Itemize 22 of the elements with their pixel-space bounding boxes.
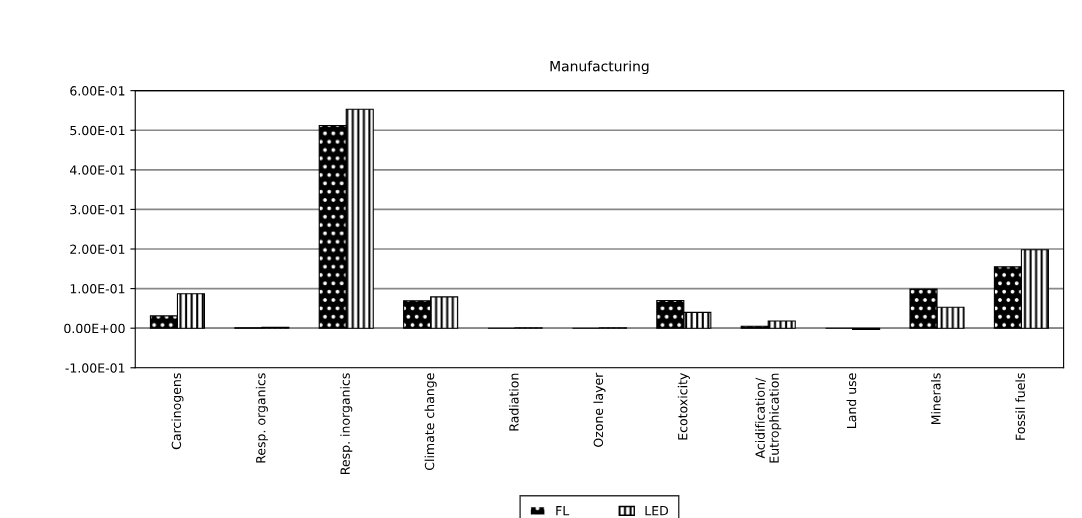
chart-title: Manufacturing: [550, 60, 649, 75]
x-tick-label: Resp. inorganics: [340, 373, 353, 474]
legend-label: FL: [556, 506, 570, 516]
y-tick-label: 4.00E-01: [69, 165, 125, 175]
x-tick-label: Carcinogens: [171, 373, 184, 450]
x-tick-label: Acidification/ Eutrophication: [755, 373, 782, 463]
x-tick-label: Ecotoxicity: [677, 373, 690, 440]
y-tick-label: 5.00E-01: [70, 125, 125, 136]
x-tick-label: Ozone layer: [593, 372, 606, 447]
x-tick-label: Climate change: [424, 373, 437, 471]
x-tick-label: Resp. organics: [255, 373, 268, 463]
x-tick-label: Minerals: [930, 373, 941, 425]
y-tick-label: 3.00E-01: [70, 204, 125, 215]
y-tick-label: 2.00E-01: [70, 244, 125, 254]
y-tick-label: 1.00E-01: [70, 284, 125, 294]
x-tick-label: Fossil fuels: [1015, 373, 1026, 440]
legend-label: LED: [645, 506, 669, 516]
x-tick-label: Land use: [846, 373, 857, 428]
y-tick-label: 6.00E-01: [70, 86, 125, 96]
y-tick-label: -1.00E-01: [65, 363, 125, 373]
x-tick-label: Radiation: [508, 373, 519, 431]
y-tick-label: 0.00E+00: [64, 323, 125, 334]
